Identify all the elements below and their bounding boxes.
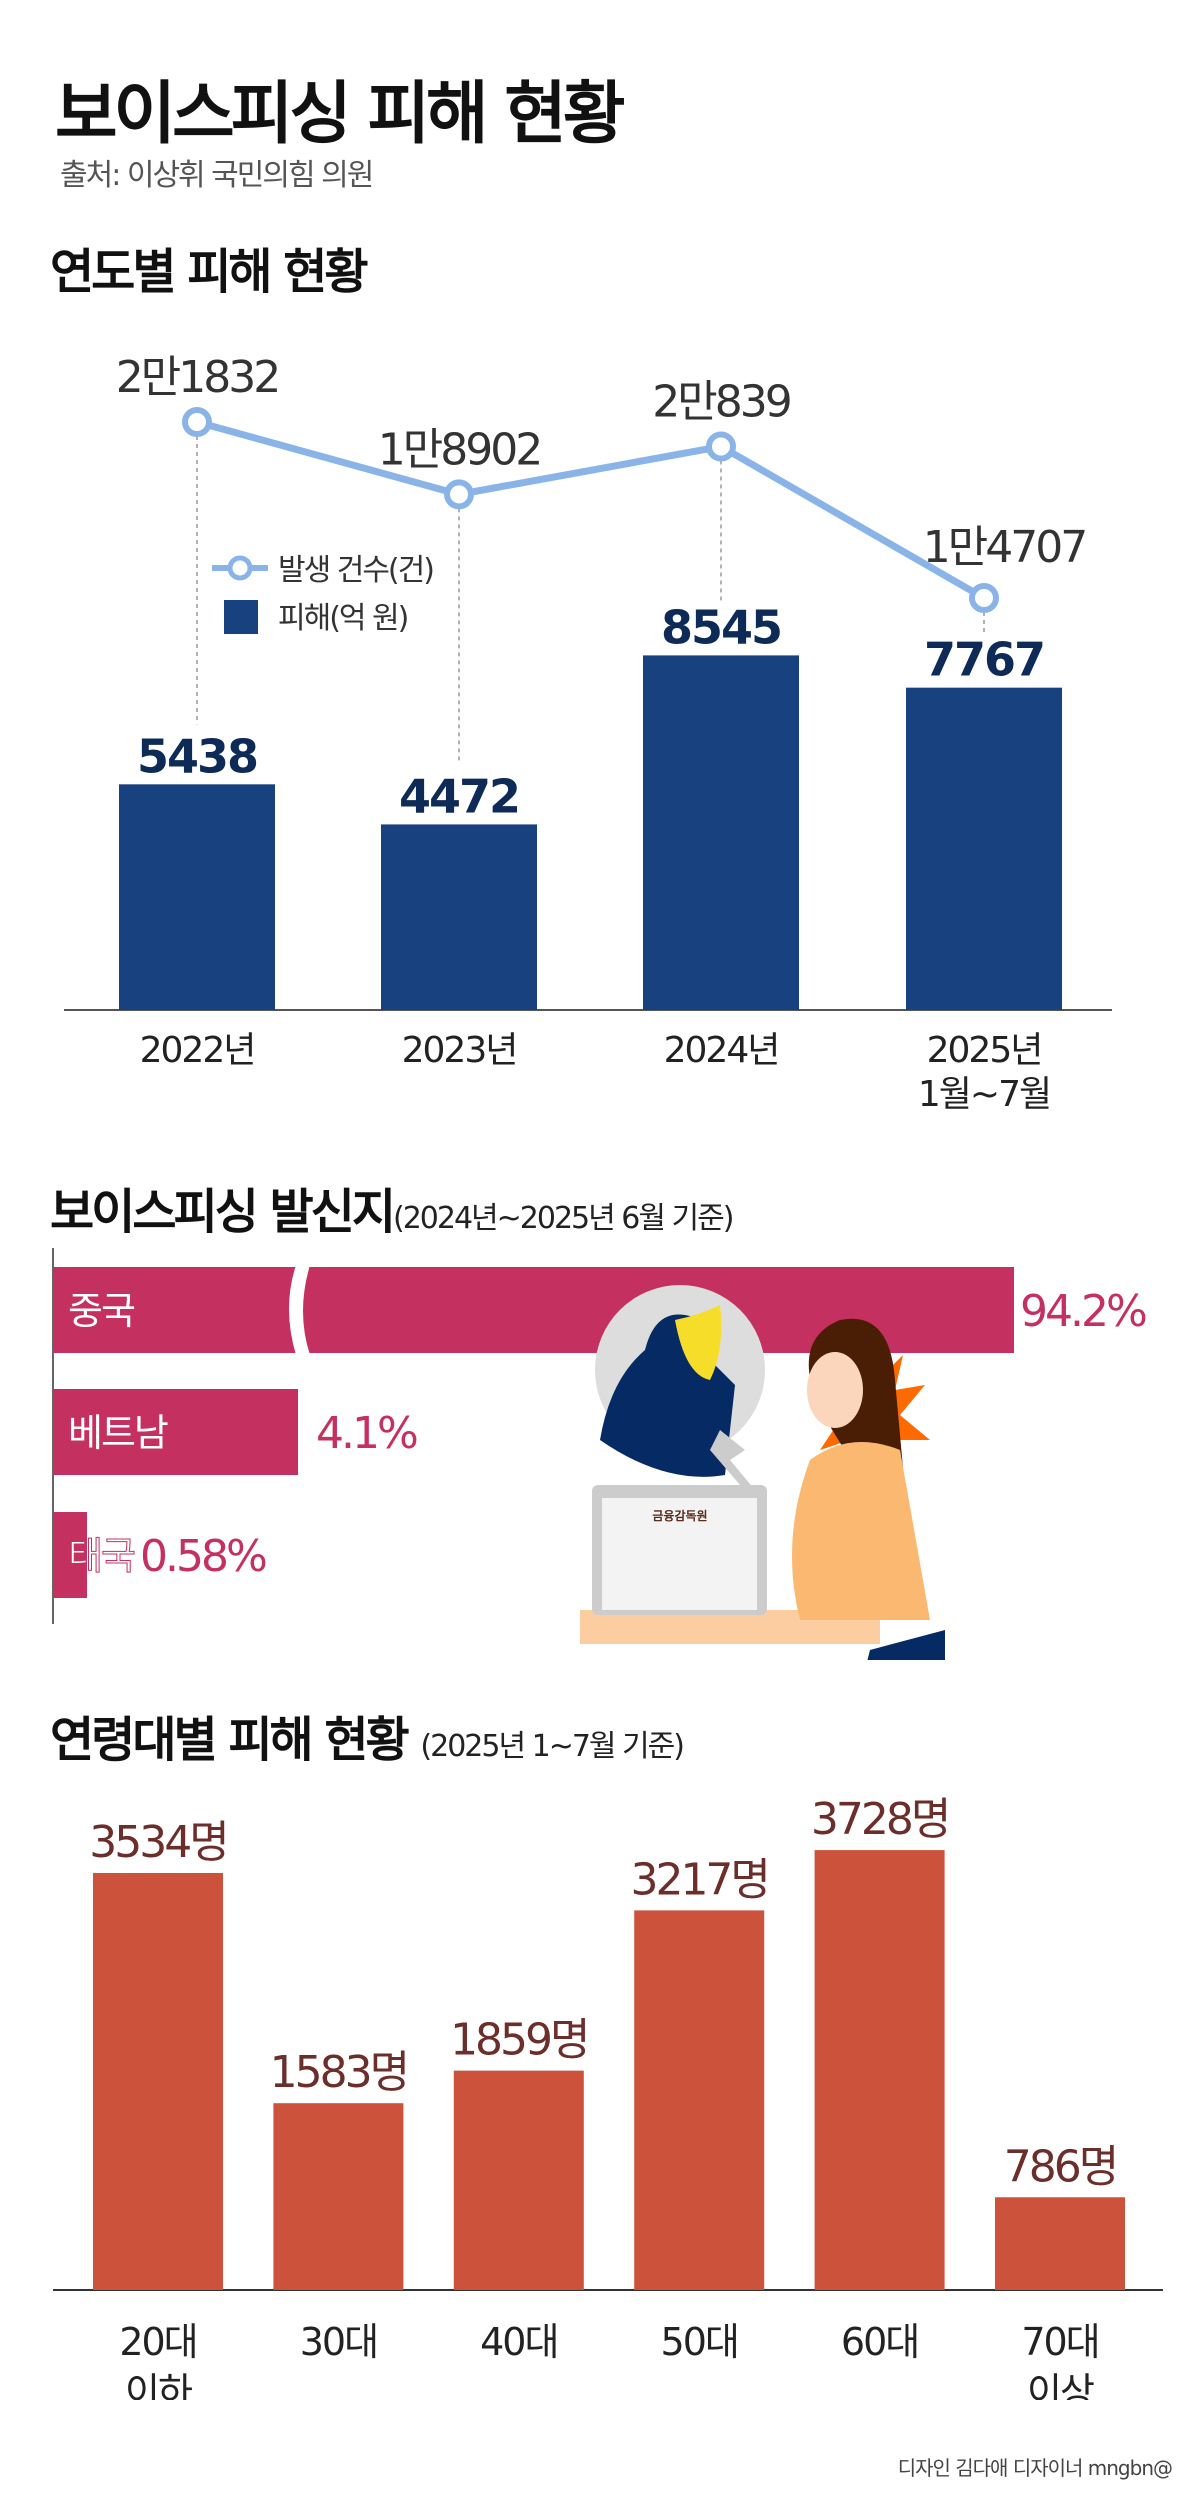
bar-category-label: 베트남: [68, 1411, 168, 1455]
bar-age: [995, 2197, 1125, 2290]
illustration-phishing: 금융감독원: [580, 1285, 945, 1660]
bar-damage: [643, 655, 799, 1010]
x-tick-label: 2025년 1월~7월: [918, 1030, 1050, 1115]
x-tick-label: 2022년: [140, 1030, 255, 1071]
bar-value-label: 5438: [137, 729, 257, 783]
bar-value-label: 3217명: [630, 1854, 767, 1905]
bar-age: [93, 1872, 223, 2290]
legend-bar-icon: [224, 600, 258, 634]
designer-credit: 디자인 김다애 디자이너 mngbn@: [897, 2456, 1173, 2480]
laptop-screen-icon: [602, 1498, 757, 1610]
legend-label-incidents: 발생 건수(건): [278, 553, 433, 588]
line-value-label: 1만4707: [923, 522, 1085, 573]
axis-break-mark: [289, 1265, 310, 1355]
bar-value-label: 7767: [924, 633, 1044, 687]
woman-pants-icon: [867, 1630, 945, 1660]
bar-category-label: 태국: [68, 1534, 135, 1578]
screen-label: 금융감독원: [652, 1508, 707, 1523]
woman-body-icon: [792, 1442, 930, 1620]
age-title: 연령대별 피해 현황: [50, 1712, 410, 1768]
bar-category-label: 중국: [68, 1289, 135, 1333]
bar-value-label: 0.58%: [140, 1531, 266, 1582]
bar-damage: [119, 784, 275, 1010]
line-value-label: 2만1832: [116, 352, 278, 403]
bar-value-label: 94.2%: [1020, 1286, 1146, 1337]
bar-damage: [906, 687, 1062, 1010]
bar-value-label: 4.1%: [316, 1408, 417, 1459]
section-title-age: 연령대별 피해 현황 (2025년 1~7월 기준): [50, 1700, 685, 1770]
x-tick-label: 60대: [841, 2320, 918, 2364]
line-point: [969, 582, 999, 613]
bar-value-label: 3534명: [89, 1817, 226, 1868]
page-title: 보이스피싱 피해 현황: [55, 75, 625, 154]
bar-age: [814, 1850, 945, 2290]
x-tick-label: 2024년: [664, 1030, 779, 1071]
section-title-origin: 보이스피싱 발신지(2024년~2025년 6월 기준): [50, 1172, 734, 1242]
age-subtitle: (2025년 1~7월 기준): [420, 1729, 685, 1764]
origin-subtitle: (2024년~2025년 6월 기준): [393, 1201, 734, 1236]
line-incidents: [196, 418, 986, 602]
bar-value-label: 1583명: [270, 2047, 407, 2098]
bar-value-label: 3728명: [811, 1794, 948, 1845]
x-tick-label: 30대: [300, 2320, 377, 2364]
legend-point-icon: [227, 555, 253, 581]
yearly-chart: 5438 2022년 4472 2023년 8545 2024년 7767 2025년 1월~7…: [64, 352, 1112, 1115]
age-chart: 3534명 20대 이하 1583명 30대 1859명 40대 3217명 50대 3728명 6…: [53, 1794, 1163, 2400]
legend-label-damage: 피해(억 원): [278, 601, 408, 636]
bar-value-label: 4472: [399, 769, 519, 823]
bar-damage: [381, 824, 537, 1010]
bar-origin: [53, 1512, 87, 1598]
origin-chart: 중국 94.2% 베트남 4.1% 태국 0.58% 금융감독원: [52, 1248, 1149, 1660]
bar-origin: [53, 1389, 298, 1475]
bar-age: [634, 1910, 765, 2290]
bar-age: [273, 2103, 404, 2290]
line-point: [706, 431, 736, 462]
line-point: [182, 407, 212, 437]
x-tick-label: 20대 이하: [119, 2320, 196, 2400]
bar-age: [453, 2070, 584, 2290]
mask-icon: [675, 1305, 722, 1380]
bar-value-label: 786명: [1004, 2141, 1116, 2192]
woman-face-icon: [807, 1352, 863, 1428]
line-value-label: 2만839: [652, 377, 789, 428]
origin-title: 보이스피싱 발신지: [50, 1184, 396, 1240]
x-tick-label: 70대 이상: [1021, 2320, 1098, 2400]
source-note: 출처: 이상휘 국민의힘 의원: [60, 158, 374, 193]
bar-value-label: 8545: [661, 600, 781, 654]
line-point: [444, 479, 474, 510]
line-value-label: 1만8902: [378, 424, 540, 475]
x-tick-label: 2023년: [402, 1030, 517, 1071]
section-title-yearly: 연도별 피해 현황: [50, 244, 369, 300]
x-tick-label: 50대: [661, 2320, 738, 2364]
x-tick-label: 40대: [480, 2320, 557, 2364]
bar-value-label: 1859명: [450, 2015, 587, 2066]
